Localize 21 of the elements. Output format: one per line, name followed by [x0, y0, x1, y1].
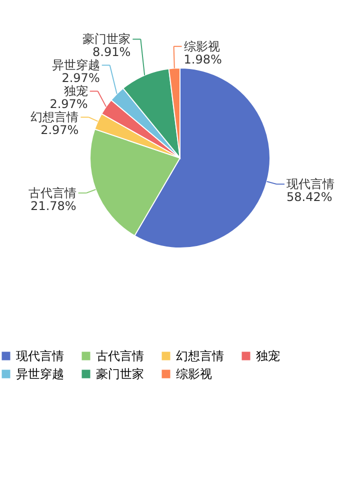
legend-label: 综影视 — [184, 39, 220, 54]
slice-label: 独宠 — [64, 84, 88, 98]
legend-label: 古代言情 — [96, 349, 144, 363]
data-label: 2.97% — [62, 71, 100, 86]
data-label: 21.78% — [30, 198, 76, 213]
data-label: 58.42% — [286, 190, 332, 204]
slice-label: 幻想言情 — [30, 110, 79, 124]
legend-label: 异世穿越 — [16, 367, 64, 381]
data-label: 8.91% — [92, 45, 131, 60]
legend-label: 独宠 — [256, 349, 280, 363]
data-label: 2.97% — [50, 97, 88, 112]
slice-label: 古代言情 — [28, 186, 76, 200]
legend-label: 豪门世家 — [96, 367, 144, 381]
legend-label: 现代言情 — [286, 177, 335, 192]
slice-label: 异世穿越 — [52, 58, 100, 72]
category-label: 现代言情 — [16, 349, 64, 363]
data-label: 2.97% — [40, 123, 79, 138]
data-label: 1.98% — [184, 52, 222, 66]
category-label: 综影视 — [176, 367, 212, 381]
legend-label: 幻想言情 — [176, 349, 224, 363]
slice-label: 豪门世家 — [82, 32, 131, 46]
